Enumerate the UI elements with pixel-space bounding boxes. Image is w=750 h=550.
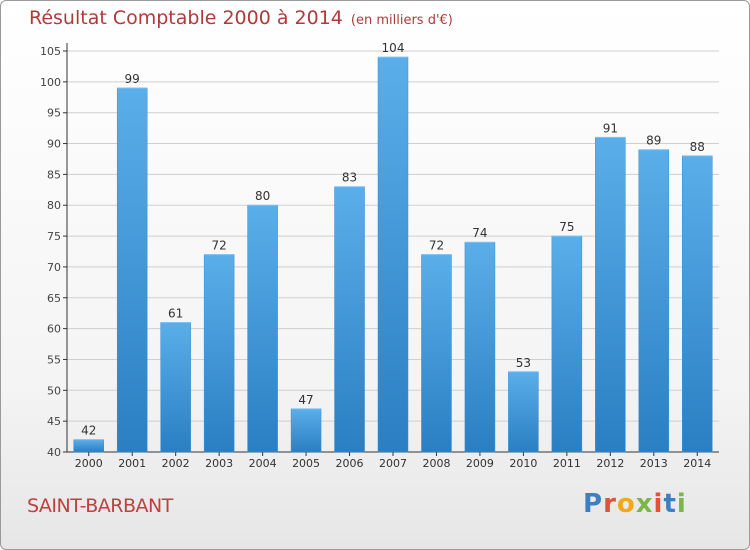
x-tick-label: 2008	[422, 457, 450, 470]
chart-title: Résultat Comptable 2000 à 2014 (en millie…	[29, 7, 453, 29]
bar-2000	[73, 439, 104, 453]
x-tick-label: 2013	[640, 457, 668, 470]
chart-subtitle: (en milliers d'€)	[350, 13, 453, 28]
x-tick-label: 2000	[75, 457, 103, 470]
y-tick-label: 55	[47, 353, 61, 366]
y-tick-label: 65	[47, 292, 61, 305]
x-tick-label: 2004	[249, 457, 277, 470]
bar-2004	[247, 204, 278, 453]
y-tick-label: 50	[47, 384, 61, 397]
logo-letter: o	[616, 489, 636, 519]
bar-2007	[377, 56, 409, 453]
bar-2002	[160, 322, 191, 453]
data-label: 42	[81, 424, 96, 438]
data-label: 89	[646, 134, 661, 148]
y-tick-label: 60	[47, 323, 61, 336]
x-tick-label: 2006	[336, 457, 364, 470]
data-label: 75	[559, 220, 574, 234]
bar-2006	[334, 186, 365, 453]
bar-2009	[464, 241, 496, 453]
data-label: 104	[382, 41, 405, 55]
x-tick-label: 2014	[683, 457, 711, 470]
x-tick-label: 2011	[553, 457, 581, 470]
bar-2008	[421, 254, 452, 453]
y-tick-label: 90	[47, 138, 61, 151]
y-tick-label: 75	[47, 230, 61, 243]
data-label: 74	[472, 226, 487, 240]
bar-2005	[290, 408, 322, 453]
data-label: 72	[429, 239, 444, 253]
place-name: SAINT-BARBANT	[27, 495, 173, 517]
bar-2012	[595, 137, 626, 453]
data-label: 91	[603, 121, 618, 135]
bar-2013	[638, 149, 670, 453]
bar-chart: 40 45 50 55 60 65 70 75 80 85 90 95 100 105 2000 2001 20…	[40, 41, 719, 470]
bar-2001	[116, 87, 148, 453]
y-tick-label: 100	[40, 76, 61, 89]
x-tick-label: 2010	[509, 457, 537, 470]
y-tick-label: 105	[40, 45, 61, 58]
y-tick-label: 40	[47, 446, 61, 459]
x-tick-label: 2012	[596, 457, 624, 470]
data-label: 53	[516, 356, 531, 370]
data-label: 88	[690, 140, 705, 154]
data-label: 61	[168, 306, 183, 320]
y-tick-label: 95	[47, 107, 61, 120]
x-tick-label: 2003	[205, 457, 233, 470]
y-tick-label: 80	[47, 199, 61, 212]
y-tick-label: 85	[47, 168, 61, 181]
proxiti-logo[interactable]: Proxiti	[583, 489, 687, 519]
logo-letter: t	[663, 489, 677, 519]
y-tick-label: 70	[47, 261, 61, 274]
bar-2003	[203, 254, 235, 453]
bar-2010	[508, 371, 539, 453]
logo-letter: i	[653, 489, 664, 519]
logo-letter: P	[583, 489, 604, 519]
logo-letter: r	[603, 489, 617, 519]
x-tick-label: 2001	[118, 457, 146, 470]
y-tick-label: 45	[47, 415, 61, 428]
data-label: 72	[211, 239, 226, 253]
bar-2014	[682, 155, 713, 453]
x-tick-label: 2009	[466, 457, 494, 470]
x-tick-label: 2002	[162, 457, 190, 470]
logo-letter: x	[635, 489, 654, 519]
data-label: 47	[298, 393, 313, 407]
data-label: 80	[255, 189, 270, 203]
data-label: 99	[125, 72, 140, 86]
x-tick-label: 2005	[292, 457, 320, 470]
data-label: 83	[342, 171, 357, 185]
bar-2011	[551, 235, 583, 453]
x-tick-label: 2007	[379, 457, 407, 470]
logo-letter: i	[676, 489, 687, 519]
